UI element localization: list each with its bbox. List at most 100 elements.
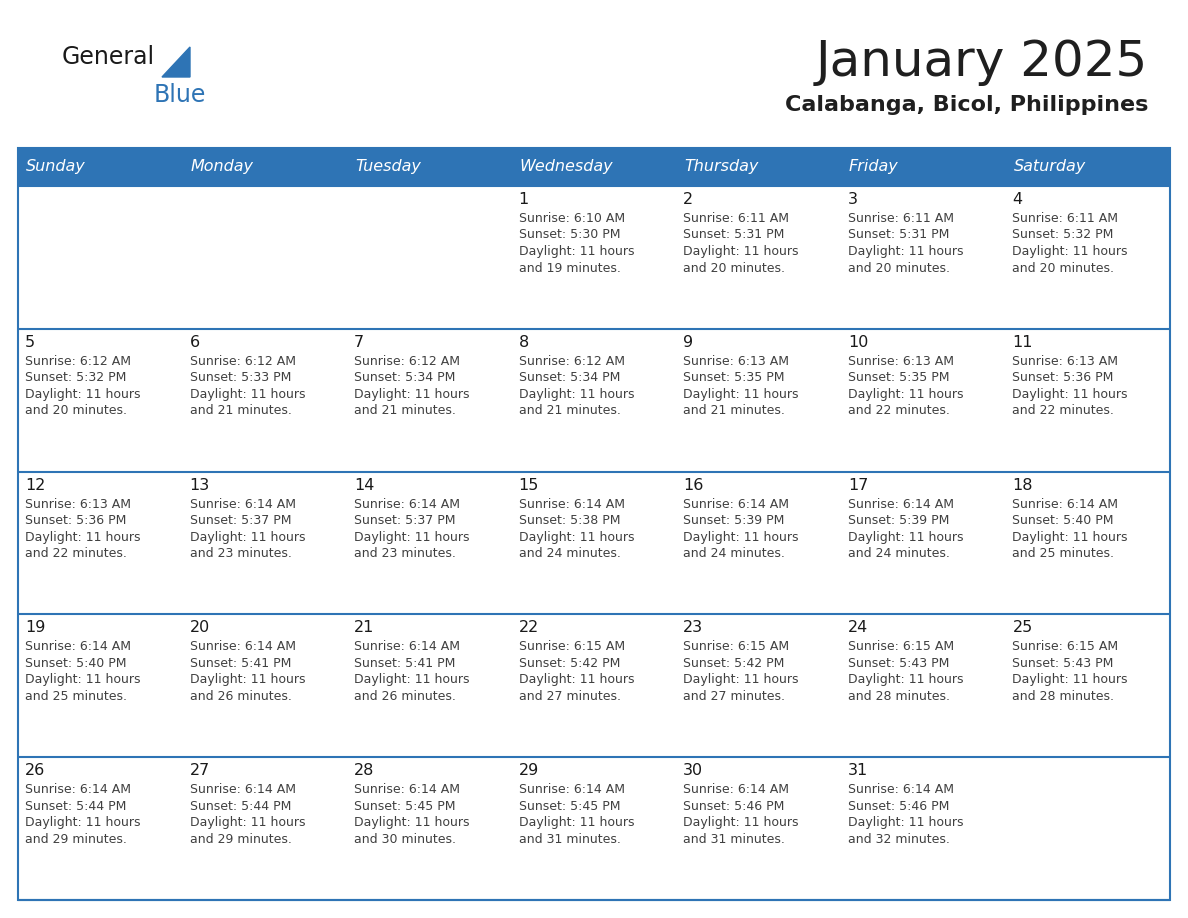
Text: Sunset: 5:44 PM: Sunset: 5:44 PM bbox=[190, 800, 291, 812]
Polygon shape bbox=[162, 47, 190, 77]
Bar bbox=[18, 186, 1170, 329]
Text: and 25 minutes.: and 25 minutes. bbox=[25, 690, 127, 703]
Text: 25: 25 bbox=[1012, 621, 1032, 635]
Text: Sunrise: 6:12 AM: Sunrise: 6:12 AM bbox=[519, 354, 625, 368]
Text: Daylight: 11 hours: Daylight: 11 hours bbox=[190, 387, 305, 401]
Text: and 20 minutes.: and 20 minutes. bbox=[1012, 262, 1114, 274]
Text: Sunset: 5:37 PM: Sunset: 5:37 PM bbox=[190, 514, 291, 527]
Text: 20: 20 bbox=[190, 621, 210, 635]
Text: Sunrise: 6:14 AM: Sunrise: 6:14 AM bbox=[848, 783, 954, 796]
Text: and 21 minutes.: and 21 minutes. bbox=[190, 404, 291, 418]
Text: 7: 7 bbox=[354, 335, 365, 350]
Bar bbox=[18, 329, 1170, 472]
Text: and 30 minutes.: and 30 minutes. bbox=[354, 833, 456, 845]
Text: Daylight: 11 hours: Daylight: 11 hours bbox=[683, 816, 798, 829]
Text: 26: 26 bbox=[25, 763, 45, 778]
Bar bbox=[18, 757, 1170, 900]
Text: Sunset: 5:35 PM: Sunset: 5:35 PM bbox=[848, 371, 949, 385]
Text: and 31 minutes.: and 31 minutes. bbox=[519, 833, 620, 845]
Text: and 20 minutes.: and 20 minutes. bbox=[683, 262, 785, 274]
Text: Sunrise: 6:13 AM: Sunrise: 6:13 AM bbox=[683, 354, 789, 368]
Text: and 19 minutes.: and 19 minutes. bbox=[519, 262, 620, 274]
Text: Sunrise: 6:15 AM: Sunrise: 6:15 AM bbox=[519, 641, 625, 654]
Text: General: General bbox=[62, 45, 156, 69]
Text: Sunrise: 6:14 AM: Sunrise: 6:14 AM bbox=[25, 641, 131, 654]
Text: Sunrise: 6:14 AM: Sunrise: 6:14 AM bbox=[354, 783, 460, 796]
Text: Sunrise: 6:12 AM: Sunrise: 6:12 AM bbox=[190, 354, 296, 368]
Text: 5: 5 bbox=[25, 335, 36, 350]
Text: 3: 3 bbox=[848, 192, 858, 207]
Text: and 29 minutes.: and 29 minutes. bbox=[190, 833, 291, 845]
Text: Daylight: 11 hours: Daylight: 11 hours bbox=[190, 816, 305, 829]
Text: Sunrise: 6:11 AM: Sunrise: 6:11 AM bbox=[1012, 212, 1118, 225]
Text: 28: 28 bbox=[354, 763, 374, 778]
Text: Sunset: 5:39 PM: Sunset: 5:39 PM bbox=[848, 514, 949, 527]
Text: Sunrise: 6:14 AM: Sunrise: 6:14 AM bbox=[354, 641, 460, 654]
Bar bbox=[18, 148, 1170, 900]
Text: Sunrise: 6:12 AM: Sunrise: 6:12 AM bbox=[354, 354, 460, 368]
Text: and 24 minutes.: and 24 minutes. bbox=[683, 547, 785, 560]
Text: Daylight: 11 hours: Daylight: 11 hours bbox=[848, 387, 963, 401]
Text: and 31 minutes.: and 31 minutes. bbox=[683, 833, 785, 845]
Text: Daylight: 11 hours: Daylight: 11 hours bbox=[683, 531, 798, 543]
Text: Daylight: 11 hours: Daylight: 11 hours bbox=[190, 674, 305, 687]
Text: Daylight: 11 hours: Daylight: 11 hours bbox=[25, 674, 140, 687]
Text: 24: 24 bbox=[848, 621, 868, 635]
Text: Daylight: 11 hours: Daylight: 11 hours bbox=[1012, 531, 1127, 543]
Text: Sunset: 5:32 PM: Sunset: 5:32 PM bbox=[1012, 229, 1114, 241]
Text: Sunset: 5:43 PM: Sunset: 5:43 PM bbox=[1012, 657, 1114, 670]
Text: 16: 16 bbox=[683, 477, 703, 493]
Text: Sunset: 5:36 PM: Sunset: 5:36 PM bbox=[1012, 371, 1114, 385]
Bar bbox=[18, 148, 1170, 186]
Text: 4: 4 bbox=[1012, 192, 1023, 207]
Text: Sunset: 5:42 PM: Sunset: 5:42 PM bbox=[683, 657, 784, 670]
Text: Sunset: 5:45 PM: Sunset: 5:45 PM bbox=[354, 800, 456, 812]
Text: Daylight: 11 hours: Daylight: 11 hours bbox=[25, 387, 140, 401]
Text: Sunrise: 6:13 AM: Sunrise: 6:13 AM bbox=[1012, 354, 1118, 368]
Text: and 26 minutes.: and 26 minutes. bbox=[190, 690, 291, 703]
Bar bbox=[18, 614, 1170, 757]
Text: Friday: Friday bbox=[849, 160, 898, 174]
Text: Monday: Monday bbox=[190, 160, 253, 174]
Text: Sunrise: 6:11 AM: Sunrise: 6:11 AM bbox=[848, 212, 954, 225]
Text: Daylight: 11 hours: Daylight: 11 hours bbox=[683, 245, 798, 258]
Text: and 23 minutes.: and 23 minutes. bbox=[354, 547, 456, 560]
Text: Sunrise: 6:11 AM: Sunrise: 6:11 AM bbox=[683, 212, 789, 225]
Text: and 20 minutes.: and 20 minutes. bbox=[848, 262, 950, 274]
Text: Sunrise: 6:14 AM: Sunrise: 6:14 AM bbox=[190, 498, 296, 510]
Text: Saturday: Saturday bbox=[1013, 160, 1086, 174]
Text: Sunset: 5:46 PM: Sunset: 5:46 PM bbox=[848, 800, 949, 812]
Bar bbox=[18, 472, 1170, 614]
Text: Daylight: 11 hours: Daylight: 11 hours bbox=[848, 674, 963, 687]
Text: Daylight: 11 hours: Daylight: 11 hours bbox=[519, 674, 634, 687]
Text: 2: 2 bbox=[683, 192, 694, 207]
Text: 12: 12 bbox=[25, 477, 45, 493]
Text: Sunset: 5:31 PM: Sunset: 5:31 PM bbox=[683, 229, 784, 241]
Text: and 21 minutes.: and 21 minutes. bbox=[354, 404, 456, 418]
Text: Sunrise: 6:15 AM: Sunrise: 6:15 AM bbox=[848, 641, 954, 654]
Text: 30: 30 bbox=[683, 763, 703, 778]
Text: and 22 minutes.: and 22 minutes. bbox=[25, 547, 127, 560]
Text: and 23 minutes.: and 23 minutes. bbox=[190, 547, 291, 560]
Text: and 22 minutes.: and 22 minutes. bbox=[848, 404, 949, 418]
Text: Sunrise: 6:15 AM: Sunrise: 6:15 AM bbox=[683, 641, 789, 654]
Text: 27: 27 bbox=[190, 763, 210, 778]
Text: Sunset: 5:37 PM: Sunset: 5:37 PM bbox=[354, 514, 456, 527]
Text: Daylight: 11 hours: Daylight: 11 hours bbox=[354, 816, 469, 829]
Text: Sunset: 5:32 PM: Sunset: 5:32 PM bbox=[25, 371, 126, 385]
Text: Daylight: 11 hours: Daylight: 11 hours bbox=[1012, 674, 1127, 687]
Text: and 21 minutes.: and 21 minutes. bbox=[519, 404, 620, 418]
Text: Sunset: 5:45 PM: Sunset: 5:45 PM bbox=[519, 800, 620, 812]
Text: 15: 15 bbox=[519, 477, 539, 493]
Text: and 28 minutes.: and 28 minutes. bbox=[1012, 690, 1114, 703]
Text: Wednesday: Wednesday bbox=[519, 160, 613, 174]
Text: and 28 minutes.: and 28 minutes. bbox=[848, 690, 950, 703]
Text: Sunset: 5:36 PM: Sunset: 5:36 PM bbox=[25, 514, 126, 527]
Text: Daylight: 11 hours: Daylight: 11 hours bbox=[354, 387, 469, 401]
Text: Sunset: 5:39 PM: Sunset: 5:39 PM bbox=[683, 514, 784, 527]
Text: Sunset: 5:40 PM: Sunset: 5:40 PM bbox=[1012, 514, 1114, 527]
Text: Sunset: 5:38 PM: Sunset: 5:38 PM bbox=[519, 514, 620, 527]
Text: Daylight: 11 hours: Daylight: 11 hours bbox=[848, 816, 963, 829]
Text: Sunrise: 6:14 AM: Sunrise: 6:14 AM bbox=[683, 498, 789, 510]
Text: Daylight: 11 hours: Daylight: 11 hours bbox=[1012, 387, 1127, 401]
